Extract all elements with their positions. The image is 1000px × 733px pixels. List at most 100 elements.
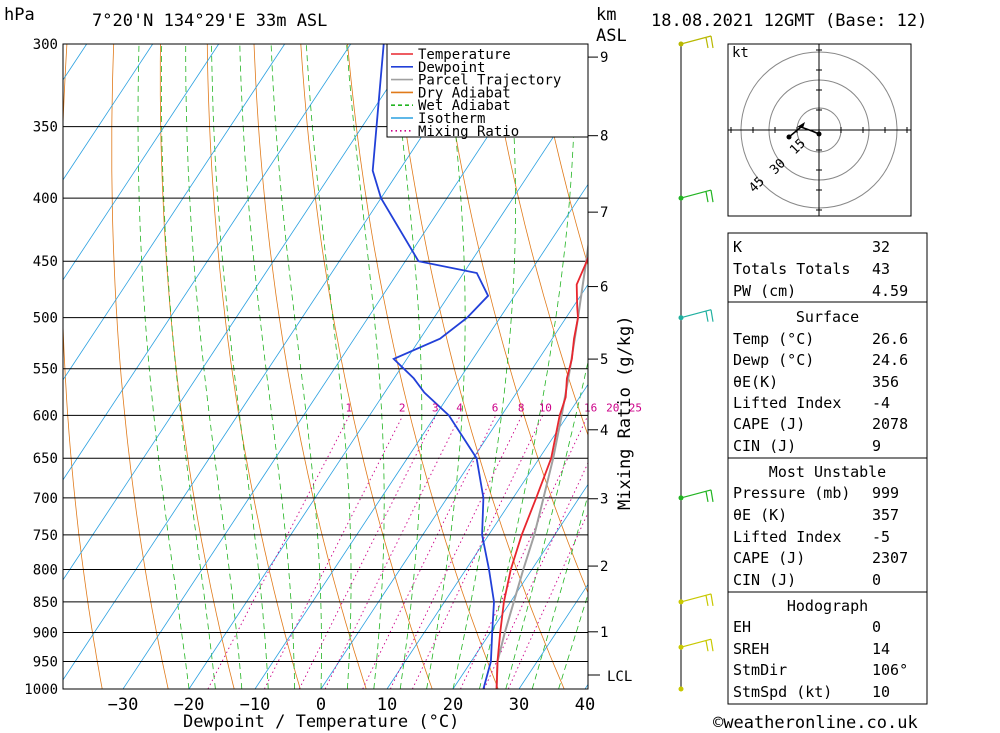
index-value-k: 32 (872, 238, 890, 256)
credit: ©weatheronline.co.uk (713, 713, 918, 733)
legend-box (386, 43, 589, 138)
temperature-tick-label: 0 (316, 695, 326, 715)
index-value-mu-theta-e: 357 (872, 506, 899, 524)
wind-barb (680, 35, 714, 49)
isotherm (63, 44, 154, 181)
surface-title: Surface (796, 308, 859, 326)
index-label-mu-cin: CIN (J) (733, 571, 796, 589)
storm-motion-arrow (797, 122, 805, 128)
mixing-ratio-line (389, 415, 523, 689)
pressure-tick-label: 300 (33, 37, 58, 53)
index-value-mu-cape: 2307 (872, 549, 908, 567)
pressure-tick-label: 800 (33, 563, 58, 579)
isotherms (0, 44, 588, 689)
isotherm (63, 44, 352, 481)
pressure-lines (63, 44, 588, 689)
index-value-storm-speed: 10 (872, 683, 890, 701)
mixing-ratio-label: 3 (432, 401, 439, 414)
dewpoint-line (371, 44, 495, 689)
legend-label: Dry Adiabat (418, 85, 511, 101)
parcel-trajectory-line (495, 240, 588, 689)
pressure-tick-label: 450 (33, 254, 58, 270)
hodograph-point (816, 131, 822, 137)
asl-unit: ASL (596, 26, 627, 46)
index-value-mu-cin: 0 (872, 571, 881, 589)
temperature-tick-label: −10 (240, 695, 271, 715)
km-tick-label: 7 (600, 205, 608, 221)
km-tick-label: 8 (600, 129, 608, 145)
index-label-surface-temp: Temp (°C) (733, 330, 814, 348)
pressure-tick-label: 1000 (24, 682, 58, 698)
mixing-ratio-axis-label: Mixing Ratio (g/kg) (615, 316, 635, 510)
index-label-pw: PW (cm) (733, 282, 796, 300)
isotherm (63, 44, 220, 281)
index-label-surface-theta-e: θE(K) (733, 373, 778, 391)
isotherm (0, 44, 21, 689)
most-unstable-title: Most Unstable (769, 463, 886, 481)
dry-adiabat (63, 44, 103, 689)
legend-label: Isotherm (418, 111, 485, 127)
isotherm (452, 483, 588, 689)
date-title: 18.08.2021 12GMT (Base: 12) (651, 11, 927, 31)
mixing-ratio-label: 20 (606, 401, 619, 414)
index-label-eh: EH (733, 618, 751, 636)
mixing-ratio-line (411, 415, 544, 689)
mixing-ratio-label: 2 (399, 401, 406, 414)
index-value-mu-lifted-index: -5 (872, 528, 890, 546)
temperature-tick-label: −20 (174, 695, 205, 715)
indices-table: K 32 Totals Totals 43 PW (cm) 4.59 Surface Temp… (727, 232, 928, 705)
km-tick-label: 2 (600, 559, 608, 575)
legend-label: Wet Adiabat (418, 98, 511, 114)
pressure-tick-label: 700 (33, 491, 58, 507)
index-value-surface-temp: 26.6 (872, 330, 908, 348)
mixing-ratio-line (263, 415, 404, 689)
index-label-surface-dewp: Dewp (°C) (733, 351, 814, 369)
index-label-surface-lifted-index: Lifted Index (733, 394, 841, 412)
km-tick-label: 1 (600, 625, 608, 641)
dry-adiabat (253, 44, 367, 689)
legend-label: Dewpoint (418, 60, 485, 76)
index-label-sreh: SREH (733, 640, 769, 658)
wind-barb (680, 489, 714, 503)
isotherm (122, 44, 550, 689)
mixing-ratio-line (324, 415, 461, 689)
x-axis-label: Dewpoint / Temperature (°C) (183, 712, 459, 732)
pressure-tick-label: 400 (33, 191, 58, 207)
isotherm (320, 283, 588, 689)
isotherm (63, 44, 286, 381)
index-value-surface-cin: 9 (872, 437, 881, 455)
legend-label: Mixing Ratio (418, 124, 519, 140)
mixing-ratio-line (460, 415, 588, 689)
index-label-k: K (733, 238, 742, 256)
isotherm (254, 183, 588, 689)
index-label-mu-pressure: Pressure (mb) (733, 484, 850, 502)
index-value-surface-cape: 2078 (872, 415, 908, 433)
lcl-label: LCL (607, 669, 632, 685)
dry-adiabat (347, 44, 499, 689)
pressure-tick-label: 950 (33, 655, 58, 671)
index-value-surface-lifted-index: -4 (872, 394, 890, 412)
index-label-mu-theta-e: θE (K) (733, 506, 787, 524)
hodograph-title: Hodograph (787, 597, 868, 615)
index-value-sreh: 14 (872, 640, 890, 658)
km-tick-label: 5 (600, 352, 608, 368)
legend-label: Parcel Trajectory (418, 73, 561, 89)
pressure-tick-label: 350 (33, 120, 58, 136)
km-tick-label: 3 (600, 492, 608, 508)
index-value-surface-dewp: 24.6 (872, 351, 908, 369)
km-tick-label: 6 (600, 280, 608, 296)
temperature-tick-labels: −30 −20 −10 0 10 20 30 40 (108, 695, 596, 715)
km-tick-label: 9 (600, 50, 608, 66)
isotherm (63, 44, 484, 681)
mixing-ratio-labels: 1 2 3 4 6 8 10 16 20 25 (346, 401, 643, 414)
index-value-surface-theta-e: 356 (872, 373, 899, 391)
dry-adiabat (300, 44, 433, 689)
km-tick-label: 4 (600, 423, 608, 439)
index-box (727, 457, 928, 593)
index-box (727, 301, 928, 459)
dry-adiabat (956, 44, 1000, 689)
pressure-tick-label: 500 (33, 311, 58, 327)
index-value-storm-direction: 106° (872, 661, 908, 679)
wet-adiabat (137, 44, 190, 689)
